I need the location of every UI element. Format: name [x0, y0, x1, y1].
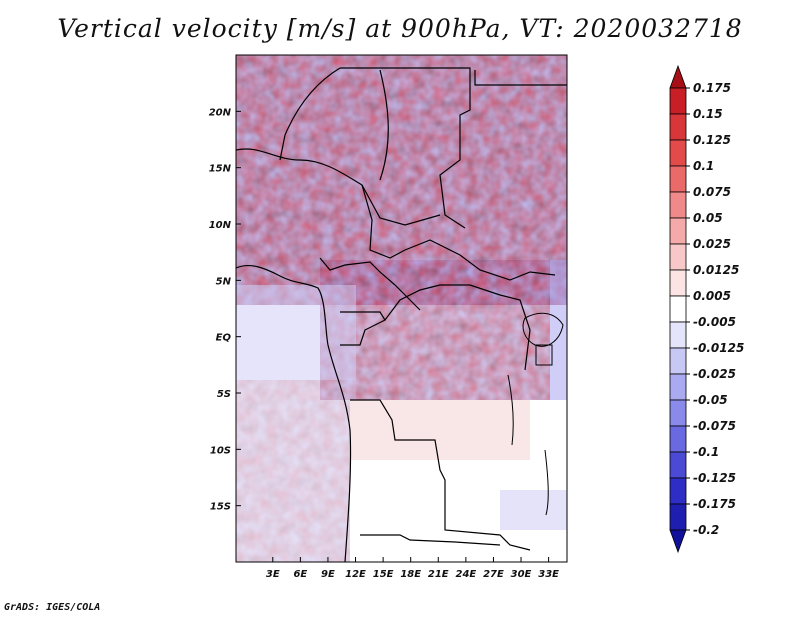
colorbar: 0.175 0.15 0.125 0.1 0.075 0.05 0.025 0.0125 0.0… [669, 64, 744, 554]
mali-border [279, 67, 341, 161]
lake-tanganyika [507, 374, 514, 446]
colorbar-swatch [669, 321, 687, 349]
colorbar-label: -0.0125 [693, 341, 744, 355]
gabon-border [340, 311, 386, 346]
se-blue-patch [500, 490, 567, 530]
colorbar-swatch [669, 477, 687, 505]
y-tick-label: 20N [209, 107, 232, 118]
lake-malawi [544, 449, 549, 516]
colorbar-label: 0.175 [693, 81, 731, 95]
colorbar-swatch [669, 217, 687, 245]
colorbar-swatch [669, 529, 687, 554]
x-tick-label: 21E [428, 569, 449, 580]
colorbar-label: 0.025 [693, 237, 731, 251]
colorbar-swatch [669, 87, 687, 115]
namibia-border [360, 534, 501, 546]
colorbar-swatch [669, 373, 687, 401]
colorbar-swatch [669, 165, 687, 193]
y-axis: 20N 15N 10N 5N EQ 5S 10S 15S [209, 107, 241, 513]
colorbar-label: 0.005 [693, 289, 731, 303]
y-tick-label: 5S [217, 389, 231, 400]
colorbar-label: -0.125 [693, 471, 736, 485]
x-tick-label: 6E [293, 569, 307, 580]
colorbar-label: 0.0125 [693, 263, 739, 277]
lake-victoria [522, 312, 564, 347]
coastlines-borders [236, 67, 567, 562]
colorbar-swatch [669, 269, 687, 297]
colorbar-label: -0.025 [693, 367, 736, 381]
colorbar-label: -0.175 [693, 497, 736, 511]
colorbar-swatch [669, 113, 687, 141]
south-pink-patch [350, 400, 530, 460]
y-tick-label: 15N [209, 164, 232, 175]
x-axis: 3E 6E 9E 12E 15E 18E 21E 24E 27E 30E 33E [266, 557, 559, 580]
car-border [361, 184, 556, 281]
x-tick-label: 18E [400, 569, 421, 580]
east-africa-lakes [507, 312, 564, 516]
y-tick-label: 5N [216, 276, 232, 287]
colorbar-label: 0.15 [693, 107, 723, 121]
colorbar-label: -0.05 [693, 393, 728, 407]
colorbar-label: 0.075 [693, 185, 731, 199]
y-tick-label: 15S [210, 502, 231, 513]
x-tick-label: 12E [345, 569, 366, 580]
colorbar-label: 0.05 [693, 211, 723, 225]
x-tick-label: 30E [511, 569, 532, 580]
colorbar-label: -0.005 [693, 315, 736, 329]
angola-border [350, 399, 531, 551]
y-tick-label: 10N [209, 220, 232, 231]
cameroon-border [319, 257, 421, 311]
north-border [340, 67, 471, 229]
ocean-red-texture [236, 380, 356, 562]
x-tick-label: 15E [373, 569, 394, 580]
west-coastline [236, 264, 352, 562]
grads-credit: GrADS: IGES/COLA [4, 602, 101, 613]
x-tick-label: 3E [266, 569, 280, 580]
colorbar-swatch [669, 451, 687, 479]
colorbar-swatch [669, 243, 687, 271]
x-tick-label: 33E [538, 569, 559, 580]
colorbar-label: -0.075 [693, 419, 736, 433]
sahel-border [236, 148, 441, 226]
colorbar-label: 0.125 [693, 133, 731, 147]
x-tick-label: 27E [483, 569, 504, 580]
colorbar-swatch [669, 139, 687, 167]
colorbar-swatch [669, 425, 687, 453]
colorbar-swatch [669, 64, 687, 89]
plot-frame [235, 54, 568, 563]
map-title: Vertical velocity [m/s] at 900hPa, VT: 2… [57, 14, 743, 43]
drc-north-border [384, 284, 531, 371]
x-tick-label: 24E [455, 569, 476, 580]
colorbar-swatch [669, 347, 687, 375]
colorbar-label: 0.1 [693, 159, 714, 173]
colorbar-swatch [669, 191, 687, 219]
y-tick-label: 10S [210, 445, 231, 456]
colorbar-swatch [669, 399, 687, 427]
colorbar-swatch [669, 295, 687, 323]
plot-area [236, 55, 567, 562]
lake-region-east [535, 344, 553, 366]
egypt-sudan-border [474, 70, 567, 86]
colorbar-label: -0.1 [693, 445, 719, 459]
colorbar-label: -0.2 [693, 523, 719, 537]
niger-border [379, 69, 389, 181]
central-red-texture [320, 260, 550, 400]
y-tick-label: EQ [216, 333, 232, 344]
x-tick-label: 9E [321, 569, 335, 580]
colorbar-swatch [669, 503, 687, 531]
